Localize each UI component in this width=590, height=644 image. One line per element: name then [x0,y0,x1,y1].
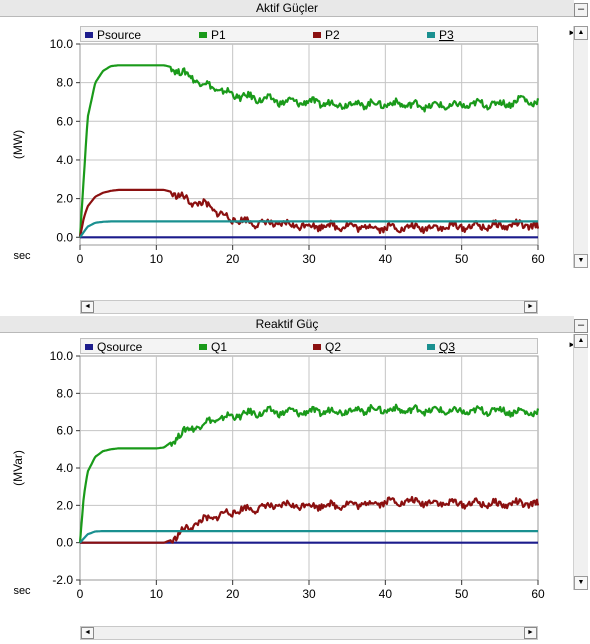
down-arrow-icon[interactable]: ▼ [574,576,588,590]
panel-title-bar: Reaktif Güç [0,316,574,333]
minimize-icon[interactable]: – [574,319,588,333]
x-tick-label: 50 [455,587,469,601]
series-line-q3 [79,530,539,544]
legend-item-p1[interactable]: P1 [199,27,226,43]
series-line-q2 [79,495,540,544]
x-tick-label: 40 [379,252,393,266]
right-arrow-icon[interactable]: ► [524,301,537,313]
panel-title: Aktif Güçler [255,1,318,15]
y-tick-label: 2.0 [56,498,73,512]
p2-swatch [313,32,321,38]
panel-menu-right-triangle-icon[interactable]: ► [568,340,576,349]
p3-swatch [427,32,435,38]
legend-item-q2[interactable]: Q2 [313,339,341,355]
y-tick-label: 6.0 [56,114,73,128]
q3-swatch [427,344,435,350]
up-arrow-icon[interactable]: ▲ [574,26,588,40]
y-tick-label: 4.0 [56,153,73,167]
psource-swatch [85,32,93,38]
y-tick-label: 2.0 [56,192,73,206]
series-line-p3 [79,220,539,238]
y-tick-label: 10.0 [50,349,74,363]
legend-item-q1[interactable]: Q1 [199,339,227,355]
y-tick-label: 0.0 [56,230,73,244]
x-tick-label: 30 [302,252,316,266]
y-tick-label: 6.0 [56,424,73,438]
x-tick-label: 10 [150,587,164,601]
x-tick-label: 20 [226,252,240,266]
x-tick-label: 50 [455,252,469,266]
x-tick-label: 60 [531,252,545,266]
p1-swatch [199,32,207,38]
panel-menu-right-triangle-icon[interactable]: ► [568,28,576,37]
down-arrow-icon[interactable]: ▼ [574,254,588,268]
x-axis-label: sec [13,585,31,597]
q2-swatch [313,344,321,350]
y-tick-label: 8.0 [56,76,73,90]
x-tick-label: 20 [226,587,240,601]
horizontal-scrollbar[interactable]: ◄ ► [80,626,538,640]
panel-title: Reaktif Güç [255,317,319,331]
qsource-swatch [85,344,93,350]
x-axis-label: sec [13,250,31,262]
legend: Qsource Q1 Q2 Q3 [80,338,538,354]
y-axis-label: (MVar) [11,450,25,486]
x-tick-label: 10 [150,252,164,266]
x-tick-label: 40 [379,587,393,601]
series-line-q1 [78,403,540,543]
y-tick-label: 0.0 [56,536,73,550]
left-arrow-icon[interactable]: ◄ [81,301,94,313]
y-tick-label: 8.0 [56,386,73,400]
y-tick-label: 10.0 [50,37,74,51]
x-tick-label: 0 [77,252,84,266]
minimize-icon[interactable]: – [574,3,588,17]
legend-item-q3[interactable]: Q3 [427,339,455,355]
y-tick-label: 4.0 [56,461,73,475]
series-line-p1 [78,64,540,238]
legend-item-psource[interactable]: Psource [85,27,141,43]
reactive-power-panel: Reaktif Güç – Qsource Q1 Q2 Q3 ► ▲ ▼ 0 10… [0,316,590,644]
panel-title-bar: Aktif Güçler [0,0,574,17]
x-tick-label: 30 [302,587,316,601]
horizontal-scrollbar[interactable]: ◄ ► [80,300,538,314]
y-axis-label: (MW) [11,130,25,159]
reactive-power-chart: 0 10 20 30 40 50 60 10.0 8.0 6.0 4.0 2.0 0.0 -2.0 (MVa… [11,349,545,601]
vertical-scrollbar[interactable]: ▲ ▼ [573,334,588,590]
legend-item-qsource[interactable]: Qsource [85,339,142,355]
legend-item-p2[interactable]: P2 [313,27,340,43]
left-arrow-icon[interactable]: ◄ [81,627,94,639]
active-power-panel: Aktif Güçler – Psource P1 P2 P3 ► ▲ ▼ 0 1… [0,0,590,318]
legend: Psource P1 P2 P3 [80,26,538,42]
series-line-p2 [78,188,540,238]
legend-item-p3[interactable]: P3 [427,27,454,43]
q1-swatch [199,344,207,350]
y-tick-label: -2.0 [52,573,73,587]
active-power-chart: 0 10 20 30 40 50 60 10.0 8.0 6.0 4.0 2.0 0.0 (MW) sec [11,37,545,266]
x-tick-label: 60 [531,587,545,601]
x-tick-label: 0 [77,587,84,601]
vertical-scrollbar[interactable]: ▲ ▼ [573,26,588,268]
right-arrow-icon[interactable]: ► [524,627,537,639]
up-arrow-icon[interactable]: ▲ [574,334,588,348]
